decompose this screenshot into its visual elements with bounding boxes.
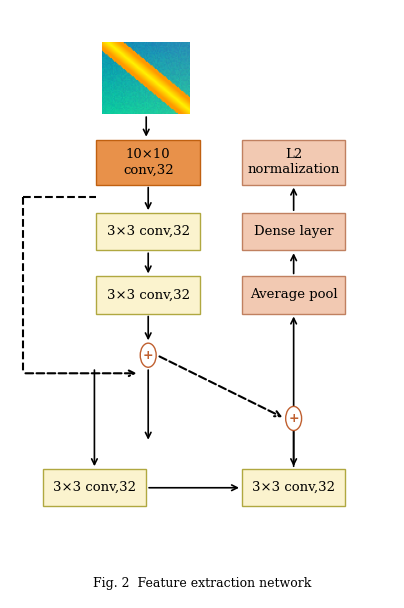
Text: Fig. 2  Feature extraction network: Fig. 2 Feature extraction network	[93, 577, 311, 590]
FancyBboxPatch shape	[97, 276, 200, 314]
FancyBboxPatch shape	[242, 213, 345, 250]
Text: +: +	[288, 412, 299, 425]
Circle shape	[286, 406, 302, 430]
Text: 3×3 conv,32: 3×3 conv,32	[252, 482, 335, 494]
Text: +: +	[143, 349, 154, 362]
Text: Average pool: Average pool	[250, 288, 337, 302]
Text: 10×10
conv,32: 10×10 conv,32	[123, 148, 174, 176]
FancyBboxPatch shape	[43, 469, 146, 506]
FancyBboxPatch shape	[97, 140, 200, 185]
Circle shape	[140, 343, 156, 367]
Text: Dense layer: Dense layer	[254, 225, 333, 238]
FancyBboxPatch shape	[242, 469, 345, 506]
FancyBboxPatch shape	[97, 213, 200, 250]
Text: 3×3 conv,32: 3×3 conv,32	[107, 225, 190, 238]
Text: 3×3 conv,32: 3×3 conv,32	[53, 482, 136, 494]
FancyBboxPatch shape	[242, 140, 345, 185]
FancyBboxPatch shape	[242, 276, 345, 314]
Text: 3×3 conv,32: 3×3 conv,32	[107, 288, 190, 302]
Text: L2
normalization: L2 normalization	[248, 148, 340, 176]
